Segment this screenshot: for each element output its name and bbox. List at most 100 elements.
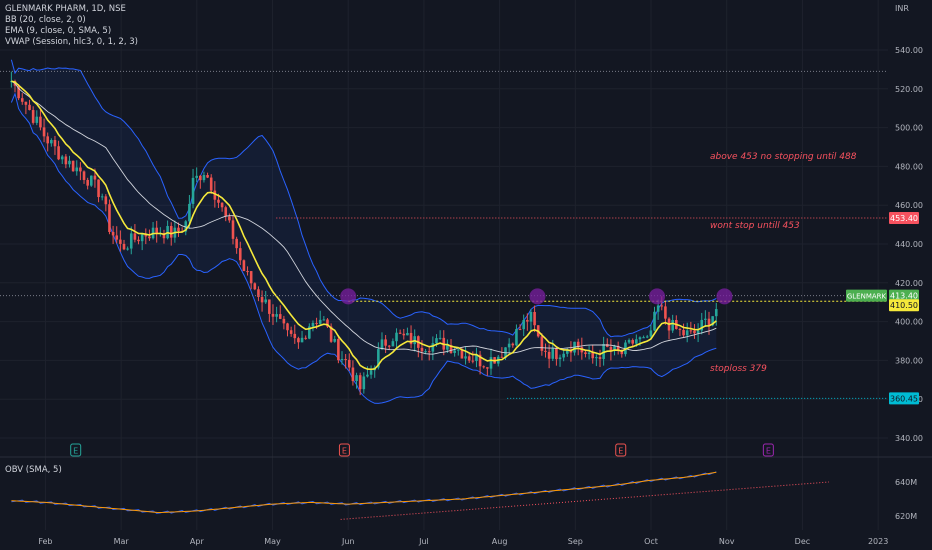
candle-body: [671, 320, 674, 331]
candle-body: [311, 322, 315, 327]
symbol-tag-label: GLENMARK: [847, 293, 887, 301]
legend-vwap[interactable]: VWAP (Session, hlc3, 0, 1, 2, 3): [5, 37, 138, 47]
candle-body: [169, 226, 173, 238]
candle-body: [627, 340, 631, 343]
legend-symbol[interactable]: GLENMARK PHARM, 1D, NSE: [5, 4, 126, 14]
candle-body: [17, 85, 20, 99]
candle-body: [678, 328, 682, 330]
time-axis-label: Feb: [38, 537, 52, 546]
candle-body: [115, 235, 119, 240]
time-axis-label: 2023: [868, 537, 888, 546]
candle-body: [456, 349, 460, 351]
candle-body: [155, 227, 158, 234]
candle-body: [482, 366, 486, 368]
candle-body: [220, 202, 224, 208]
candle-body: [453, 350, 456, 353]
candle-body: [195, 175, 198, 178]
price-axis-label: 520.00: [895, 85, 923, 94]
candle-body: [656, 305, 660, 312]
candle-body: [253, 283, 257, 290]
candle-body: [60, 156, 64, 160]
earnings-marker[interactable]: E: [70, 443, 82, 457]
candle-body: [685, 330, 689, 336]
candle-body: [111, 231, 115, 236]
time-axis-label: Apr: [190, 537, 205, 546]
candle-body: [79, 167, 82, 172]
candle-body: [286, 323, 289, 331]
candle-body: [518, 329, 522, 331]
candle-body: [39, 116, 42, 128]
candle-body: [576, 341, 580, 348]
candle-body: [126, 248, 129, 250]
candle-body: [507, 343, 511, 348]
candle-body: [638, 337, 642, 340]
candle-body: [246, 271, 249, 273]
time-axis-label: Jun: [341, 537, 355, 546]
candle-body: [369, 370, 373, 375]
candle-body: [707, 318, 711, 326]
bollinger-lower: [10, 92, 717, 404]
candle-body: [148, 236, 151, 239]
candle-body: [605, 344, 609, 347]
price-tag-label: 360.45: [890, 394, 918, 403]
price-tag-label: 410.50: [890, 301, 918, 310]
time-axis-label: May: [264, 537, 281, 546]
candle-body: [631, 340, 635, 344]
candle-body: [213, 190, 217, 200]
candle-body: [635, 339, 638, 344]
candle-body: [326, 319, 329, 327]
candle-body: [315, 322, 318, 324]
candle-body: [206, 175, 209, 178]
candle-body: [337, 338, 340, 361]
candle-body: [347, 359, 351, 368]
candle-body: [380, 339, 384, 350]
candle-body: [511, 343, 515, 346]
candle-body: [515, 329, 518, 346]
chart-legend: GLENMARK PHARM, 1D, NSE BB (20, close, 2…: [5, 4, 138, 48]
earnings-marker[interactable]: E: [338, 443, 350, 457]
candle-body: [322, 319, 326, 321]
candle-body: [235, 238, 238, 249]
candle-body: [217, 199, 220, 203]
candle-body: [609, 346, 613, 351]
price-axis-label: 500.00: [895, 124, 923, 133]
time-axis-label: Mar: [114, 537, 130, 546]
candle-body: [257, 289, 260, 297]
price-tag-label: 413.40: [890, 292, 918, 301]
candle-body: [682, 329, 685, 336]
earnings-label: E: [342, 447, 347, 456]
legend-ema[interactable]: EMA (9, close, 0, SMA, 5): [5, 26, 112, 36]
candle-body: [300, 337, 304, 343]
candle-body: [53, 139, 57, 147]
candle-body: [402, 333, 406, 336]
earnings-marker[interactable]: E: [762, 443, 774, 457]
candle-body: [424, 351, 427, 353]
candle-body: [395, 332, 398, 342]
candle-body: [249, 271, 253, 284]
earnings-box: [70, 443, 82, 457]
resistance-touch-marker: [340, 288, 357, 305]
candle-body: [446, 345, 449, 350]
candle-body: [526, 320, 529, 322]
time-axis-label: Sep: [568, 537, 583, 546]
legend-bollinger[interactable]: BB (20, close, 2, 0): [5, 15, 86, 25]
annotation-target-453: wont stop untill 453: [710, 221, 800, 231]
candle-body: [329, 326, 333, 342]
candle-body: [478, 354, 482, 367]
candle-body: [391, 341, 395, 347]
candle-body: [129, 233, 133, 249]
obv-legend[interactable]: OBV (SMA, 5): [5, 465, 62, 475]
candle-body: [224, 207, 228, 217]
candle-body: [57, 146, 60, 160]
candle-body: [20, 98, 24, 102]
earnings-marker[interactable]: E: [615, 443, 627, 457]
candle-body: [377, 349, 380, 368]
price-axis-label: 460.00: [895, 201, 923, 210]
obv-line: [11, 471, 717, 514]
candle-body: [355, 375, 358, 382]
price-axis-label: 540.00: [895, 46, 923, 55]
candle-body: [409, 332, 413, 345]
candle-body: [28, 104, 31, 111]
candle-body: [664, 306, 667, 319]
